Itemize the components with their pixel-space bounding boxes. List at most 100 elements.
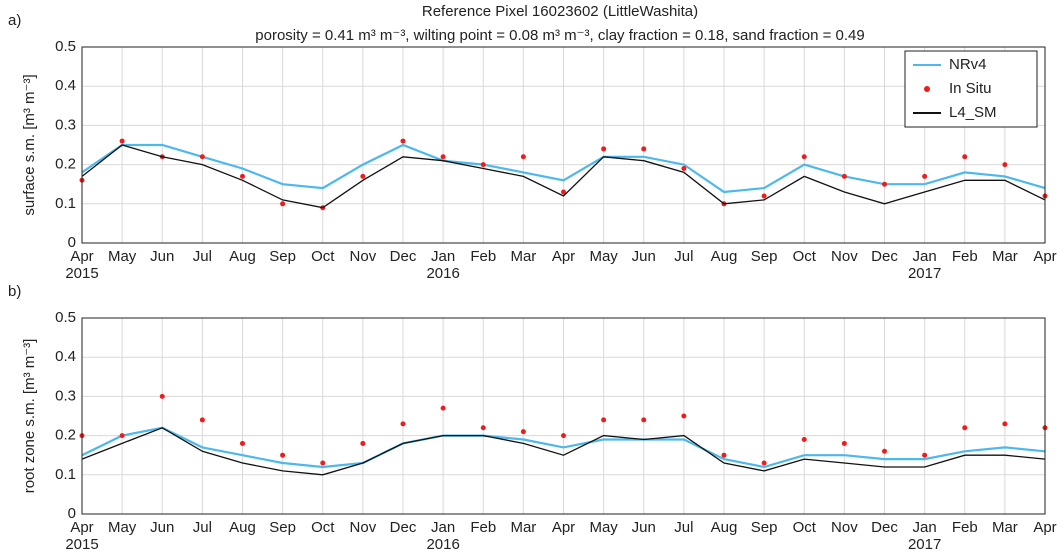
x-tick-label: Sep <box>751 248 778 265</box>
data-point <box>882 181 887 187</box>
data-point <box>520 429 526 435</box>
data-point <box>561 189 566 195</box>
x-tick-label: Oct <box>311 248 335 265</box>
legend-label: NRv4 <box>949 56 987 73</box>
x-tick-label: May <box>589 248 618 265</box>
data-point <box>400 138 406 144</box>
x-tick-label: Sep <box>751 519 778 536</box>
x-tick-label: Apr <box>552 519 575 536</box>
x-tick-label: Jun <box>632 519 656 536</box>
data-point <box>480 162 486 168</box>
y-tick-label: 0.3 <box>55 116 76 133</box>
data-point <box>1002 162 1008 168</box>
data-point <box>199 154 205 160</box>
x-tick-label: Nov <box>831 519 858 536</box>
plot-frame <box>81 317 1046 515</box>
data-point <box>199 417 205 423</box>
x-tick-label: Dec <box>390 248 417 265</box>
x-tick-label: Aug <box>229 248 256 265</box>
data-point <box>280 452 286 458</box>
series-line <box>81 427 1046 476</box>
data-point <box>922 452 928 458</box>
data-point <box>360 173 366 179</box>
data-point <box>962 154 968 160</box>
x-tick-label: Apr <box>552 248 575 265</box>
data-point <box>520 154 526 160</box>
x-tick-label: Apr <box>70 519 93 536</box>
x-tick-label: Jan <box>913 519 937 536</box>
data-point <box>240 173 245 179</box>
x-tick-label: Apr <box>1033 519 1056 536</box>
series-line <box>81 426 1046 469</box>
legend-label: L4_SM <box>949 104 997 121</box>
data-point <box>320 460 326 466</box>
data-point <box>841 440 847 446</box>
series-line <box>81 144 1046 209</box>
data-point <box>761 460 767 466</box>
data-point <box>641 417 647 423</box>
x-tick-label: Nov <box>350 248 377 265</box>
x-year-label: 2015 <box>65 265 98 282</box>
data-point <box>1002 421 1008 427</box>
data-point <box>280 201 286 207</box>
data-point <box>761 193 767 199</box>
x-tick-label: Nov <box>831 248 858 265</box>
x-tick-label: May <box>108 248 137 265</box>
data-point <box>119 433 125 439</box>
x-tick-label: May <box>589 519 618 536</box>
data-point <box>801 154 807 160</box>
panel-label: a) <box>8 12 21 29</box>
chart-title: Reference Pixel 16023602 (LittleWashita) <box>422 3 698 20</box>
data-point <box>721 452 727 458</box>
x-tick-label: Aug <box>711 519 738 536</box>
y-axis-label: surface s.m. [m³ m⁻³] <box>21 74 38 215</box>
data-point <box>962 425 968 431</box>
x-year-label: 2015 <box>65 536 98 553</box>
y-tick-label: 0.5 <box>55 309 76 326</box>
x-tick-label: Mar <box>992 519 1018 536</box>
data-point <box>119 138 125 144</box>
x-tick-label: Feb <box>952 519 978 536</box>
y-tick-label: 0.4 <box>55 77 76 94</box>
x-tick-label: Aug <box>229 519 256 536</box>
data-point <box>240 440 245 446</box>
x-tick-label: Oct <box>793 519 817 536</box>
data-point <box>440 154 446 160</box>
data-point <box>159 393 165 399</box>
x-tick-label: Dec <box>871 519 898 536</box>
x-tick-label: Jun <box>632 248 656 265</box>
x-year-label: 2016 <box>426 265 459 282</box>
x-tick-label: Dec <box>871 248 898 265</box>
legend-marker <box>924 86 930 92</box>
x-year-label: 2017 <box>908 265 941 282</box>
x-tick-label: Mar <box>510 519 536 536</box>
x-year-label: 2016 <box>426 536 459 553</box>
x-tick-label: Jul <box>674 519 693 536</box>
data-point <box>601 417 607 423</box>
data-point <box>922 173 928 179</box>
x-tick-label: Jun <box>150 248 174 265</box>
y-tick-label: 0.5 <box>55 38 76 55</box>
y-axis-label: root zone s.m. [m³ m⁻³] <box>21 339 38 494</box>
data-point <box>801 437 807 443</box>
x-year-label: 2017 <box>908 536 941 553</box>
x-tick-label: Jan <box>913 248 937 265</box>
panel-label: b) <box>8 283 21 300</box>
x-tick-label: Sep <box>269 248 296 265</box>
x-tick-label: Nov <box>350 519 377 536</box>
data-point <box>882 448 887 454</box>
data-point <box>440 405 446 411</box>
x-tick-label: Oct <box>311 519 335 536</box>
y-tick-label: 0.2 <box>55 156 76 173</box>
x-tick-label: Feb <box>470 519 496 536</box>
x-tick-label: Dec <box>390 519 417 536</box>
y-tick-label: 0.3 <box>55 387 76 404</box>
x-tick-label: Jan <box>431 519 455 536</box>
data-point <box>681 166 687 172</box>
x-tick-label: Feb <box>952 248 978 265</box>
x-tick-label: Apr <box>70 248 93 265</box>
x-tick-label: Jul <box>193 519 212 536</box>
data-point <box>681 413 687 419</box>
data-point <box>841 173 847 179</box>
